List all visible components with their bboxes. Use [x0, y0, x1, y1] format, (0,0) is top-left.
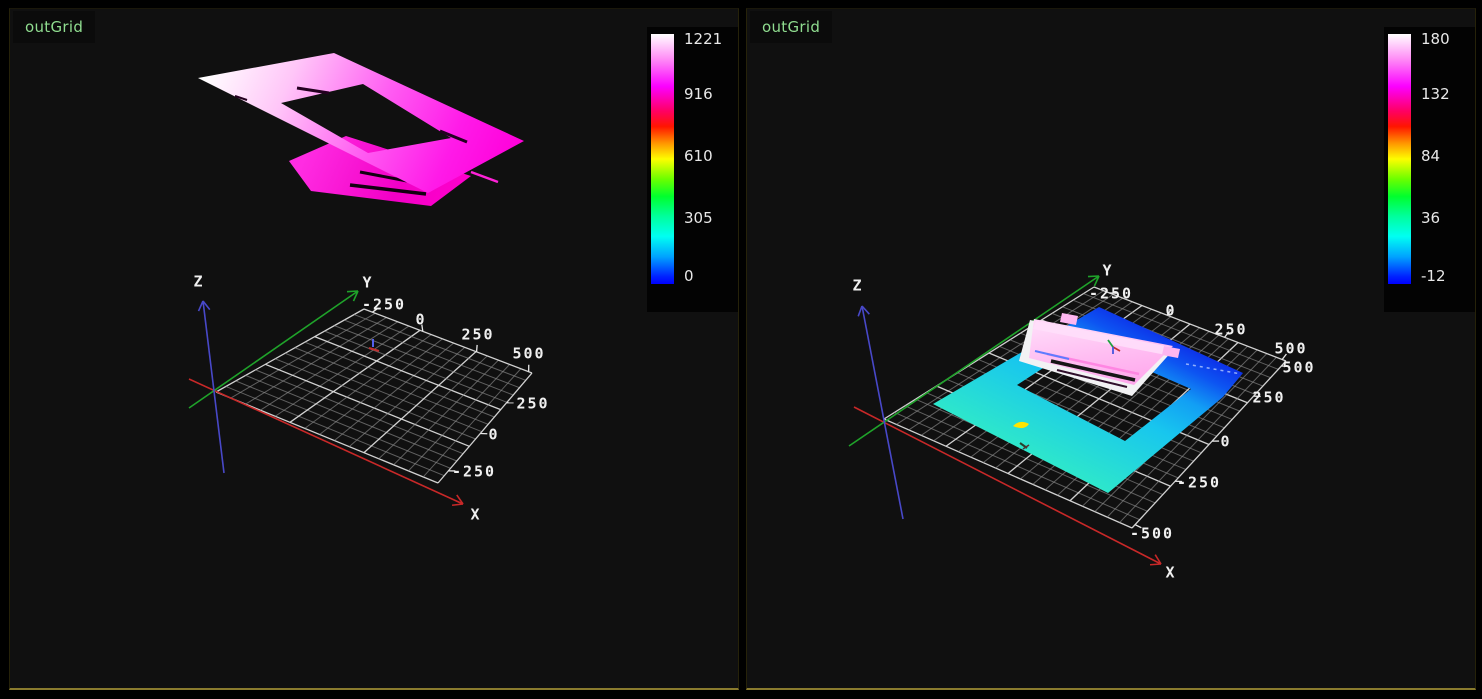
colorbar-tick: -12: [1421, 267, 1446, 285]
svg-text:500: 500: [1274, 339, 1307, 357]
view-label: outGrid: [13, 11, 96, 43]
svg-text:250: 250: [1252, 388, 1285, 406]
colorbar-left: 1221 916 610 305 0: [647, 27, 738, 312]
svg-text:-500: -500: [1130, 524, 1174, 542]
svg-text:-250: -250: [452, 462, 496, 480]
svg-text:X: X: [470, 505, 481, 523]
colorbar-gradient: [1388, 34, 1411, 284]
colorbar-gradient: [651, 34, 674, 284]
svg-text:X: X: [1165, 563, 1176, 581]
svg-text:Z: Z: [852, 276, 863, 294]
colorbar-tick: 916: [684, 85, 713, 103]
colorbar-tick: 305: [684, 209, 713, 227]
svg-text:250: 250: [516, 394, 549, 412]
svg-text:-250: -250: [1089, 284, 1133, 302]
viewport-panel-left: -250 0 250 500 250 0 -250 X Y Z outGrid 1221 916 …: [9, 8, 739, 690]
svg-text:Y: Y: [362, 273, 373, 291]
svg-text:500: 500: [1282, 358, 1315, 376]
colorbar-tick: 1221: [684, 30, 723, 48]
colorbar-tick: 0: [684, 267, 694, 285]
colorbar-tick: 84: [1421, 147, 1441, 165]
viewport-panel-right: -250 0 250 500 500 250 0 -250 -500 X Y Z outGrid 18…: [746, 8, 1476, 690]
svg-text:0: 0: [415, 310, 426, 328]
svg-text:0: 0: [1165, 301, 1176, 319]
svg-text:Z: Z: [193, 272, 204, 290]
svg-text:Y: Y: [1102, 261, 1113, 279]
svg-text:500: 500: [512, 344, 545, 362]
view-label: outGrid: [750, 11, 833, 43]
colorbar-tick: 610: [684, 147, 713, 165]
scene-3d-left[interactable]: -250 0 250 500 250 0 -250 X Y Z: [10, 9, 738, 688]
svg-text:-250: -250: [1177, 473, 1221, 491]
svg-text:0: 0: [488, 425, 499, 443]
svg-text:250: 250: [1214, 320, 1247, 338]
colorbar-tick: 180: [1421, 30, 1450, 48]
svg-text:250: 250: [461, 325, 494, 343]
svg-text:0: 0: [1220, 432, 1231, 450]
colorbar-right: 180 132 84 36 -12: [1384, 27, 1475, 312]
colorbar-tick: 36: [1421, 209, 1441, 227]
svg-text:-250: -250: [362, 295, 406, 313]
colorbar-tick: 132: [1421, 85, 1450, 103]
